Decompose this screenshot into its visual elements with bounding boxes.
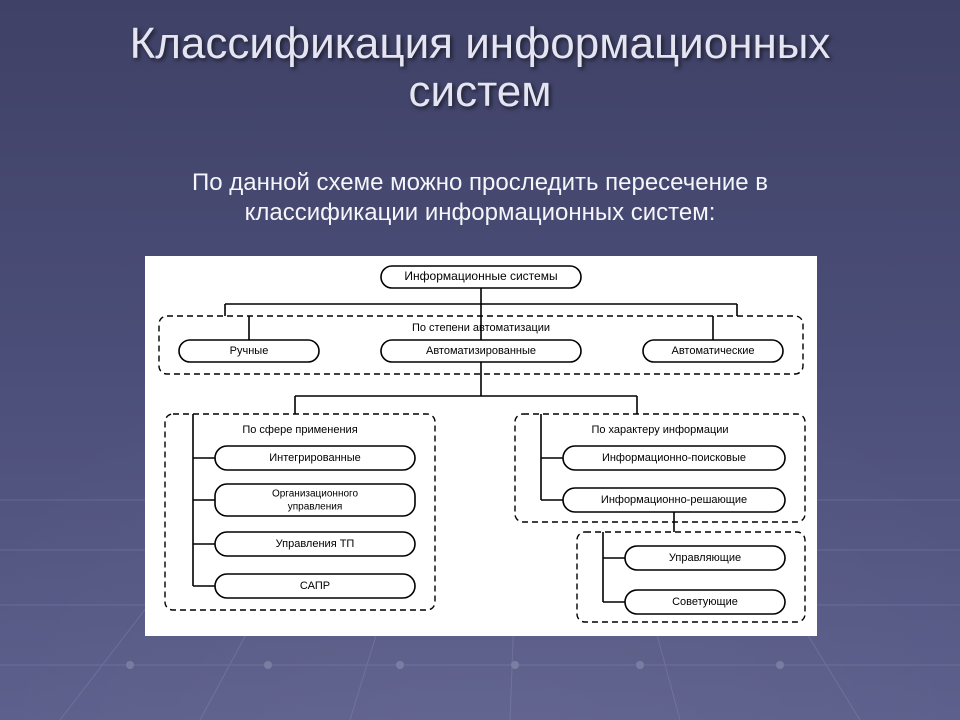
node-decisive: Информационно-решающие bbox=[601, 494, 747, 506]
node-automated: Автоматизированные bbox=[426, 345, 536, 357]
node-automatic: Автоматические bbox=[671, 345, 754, 357]
classification-diagram: Информационные системы По степени автома… bbox=[145, 256, 817, 636]
node-sapr: САПР bbox=[300, 580, 330, 592]
node-search: Информационно-поисковые bbox=[602, 452, 746, 464]
group3-title: По характеру информации bbox=[591, 424, 728, 436]
group2-title: По сфере применения bbox=[242, 424, 357, 436]
node-tp: Управления ТП bbox=[276, 538, 355, 550]
node-advising: Советующие bbox=[672, 596, 738, 608]
node-org-mgmt-1: Организационного bbox=[272, 489, 358, 500]
slide: Классификация информационных систем По д… bbox=[0, 0, 960, 720]
node-org-mgmt-2: управления bbox=[288, 502, 343, 513]
node-integrated: Интегрированные bbox=[269, 452, 361, 464]
node-controlling: Управляющие bbox=[669, 552, 741, 564]
slide-subtitle: По данной схеме можно проследить пересеч… bbox=[120, 168, 840, 228]
node-root: Информационные системы bbox=[404, 269, 557, 283]
node-manual: Ручные bbox=[230, 345, 269, 357]
slide-title: Классификация информационных систем bbox=[60, 20, 900, 117]
